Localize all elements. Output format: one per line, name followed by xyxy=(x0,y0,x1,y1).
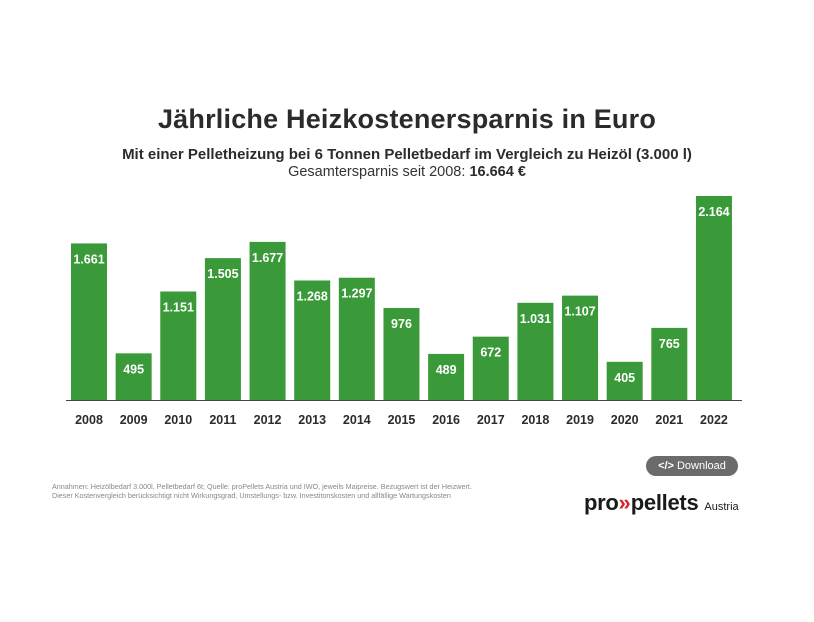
x-tick-label: 2008 xyxy=(75,413,103,427)
download-label: Download xyxy=(676,460,726,472)
total-savings: Gesamtersparnis seit 2008: 16.664 € xyxy=(0,164,814,180)
total-savings-value: 16.664 € xyxy=(469,164,526,180)
logo-pellets: pellets xyxy=(630,490,699,515)
bar-2022 xyxy=(695,196,732,400)
x-tick-label: 2010 xyxy=(164,413,192,427)
x-tick-label: 2022 xyxy=(700,413,728,427)
bar-2012 xyxy=(249,241,286,400)
bar-2015 xyxy=(383,307,420,400)
bar-value-label: 1.151 xyxy=(163,301,194,315)
bar-value-label: 1.677 xyxy=(252,251,283,265)
bar-value-label: 976 xyxy=(391,317,412,331)
bar-value-label: 765 xyxy=(659,337,680,351)
bar-value-label: 1.661 xyxy=(73,252,104,266)
footnote-disclaimer: Dieser Kostenvergleich berücksichtigt ni… xyxy=(52,491,451,501)
bar-2014 xyxy=(338,277,375,400)
bar-value-label: 1.031 xyxy=(520,312,551,326)
logo-pro: pro xyxy=(584,490,619,515)
bar-value-label: 405 xyxy=(614,371,635,385)
bar-2008 xyxy=(71,243,107,400)
bar-value-label: 1.297 xyxy=(341,287,372,301)
x-tick-label: 2019 xyxy=(566,413,594,427)
x-tick-label: 2018 xyxy=(521,413,549,427)
download-button[interactable]: </> Download xyxy=(646,456,738,476)
bar-value-label: 2.164 xyxy=(698,205,729,219)
x-tick-label: 2020 xyxy=(611,413,639,427)
bar-2009 xyxy=(115,353,152,400)
x-tick-label: 2013 xyxy=(298,413,326,427)
bar-value-label: 1.268 xyxy=(297,289,328,303)
bar-2019 xyxy=(562,295,599,400)
x-tick-label: 2017 xyxy=(477,413,505,427)
chart-title: Jährliche Heizkostenersparnis in Euro xyxy=(157,104,657,134)
x-tick-label: 2012 xyxy=(254,413,282,427)
footnote: Annahmen: Heizölbedarf 3.000l, Pelletbed… xyxy=(52,482,542,501)
bar-value-label: 1.107 xyxy=(564,305,595,319)
x-tick-label: 2011 xyxy=(209,413,236,427)
bar-value-label: 672 xyxy=(480,346,501,360)
bar-value-label: 1.505 xyxy=(207,267,238,281)
x-tick-label: 2009 xyxy=(120,413,148,427)
bar-value-label: 495 xyxy=(123,362,144,376)
footnote-assumptions: Annahmen: Heizölbedarf 3.000l, Pelletbed… xyxy=(52,482,472,491)
bar-2020 xyxy=(606,361,643,400)
bar-value-label: 489 xyxy=(436,363,457,377)
x-tick-label: 2014 xyxy=(343,413,371,427)
chart-subtitle: Mit einer Pelletheizung bei 6 Tonnen Pel… xyxy=(122,146,692,163)
bar-2021 xyxy=(651,327,688,400)
bar-2011 xyxy=(204,258,241,400)
logo-austria: Austria xyxy=(704,501,739,513)
x-tick-label: 2015 xyxy=(388,413,416,427)
bar-2016 xyxy=(428,353,465,400)
propellets-logo: pro» pellets Austria xyxy=(584,490,739,516)
x-tick-label: 2016 xyxy=(432,413,460,427)
bar-2010 xyxy=(160,291,197,400)
bar-2017 xyxy=(472,336,509,400)
logo-arrows-icon: » xyxy=(618,490,631,515)
bar-chart: 1.661 2008 495 2009 1.151 2010 1.505 2011 1.677 2… xyxy=(66,196,742,427)
x-tick-label: 2021 xyxy=(655,413,683,427)
total-savings-label: Gesamtersparnis seit 2008: xyxy=(288,164,470,180)
code-icon: </> xyxy=(658,460,674,472)
bar-2013 xyxy=(294,280,331,400)
bar-2018 xyxy=(517,302,554,400)
